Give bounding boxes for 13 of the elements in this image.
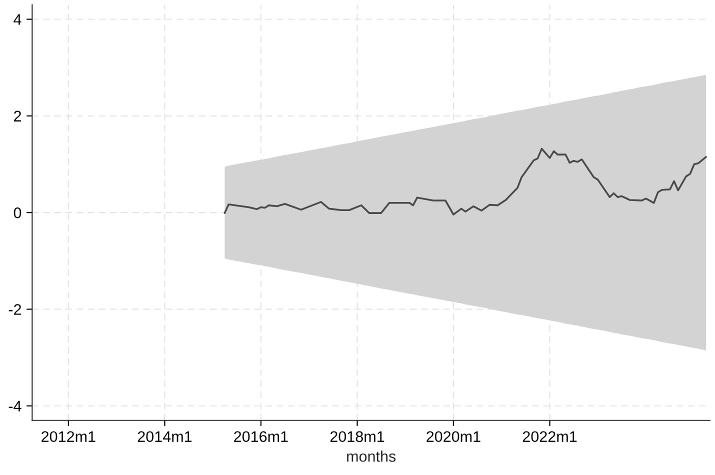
x-axis-title: months: [347, 450, 396, 462]
x-tick-label: 2022m1: [522, 431, 577, 442]
y-tick-label: 4: [14, 14, 22, 25]
y-tick-label: 2: [14, 110, 21, 122]
y-tick-label: 0: [14, 207, 22, 218]
y-tick-label: -4: [8, 400, 22, 412]
x-tick-label: 2012m1: [42, 431, 96, 442]
y-tick-label: -2: [8, 304, 21, 315]
x-tick-label: 2014m1: [138, 431, 192, 442]
x-tick-label: 2020m1: [426, 431, 480, 442]
line-series: [224, 148, 707, 216]
x-tick-label: 2018m1: [330, 431, 384, 442]
x-tick-label: 2016m1: [234, 431, 288, 442]
